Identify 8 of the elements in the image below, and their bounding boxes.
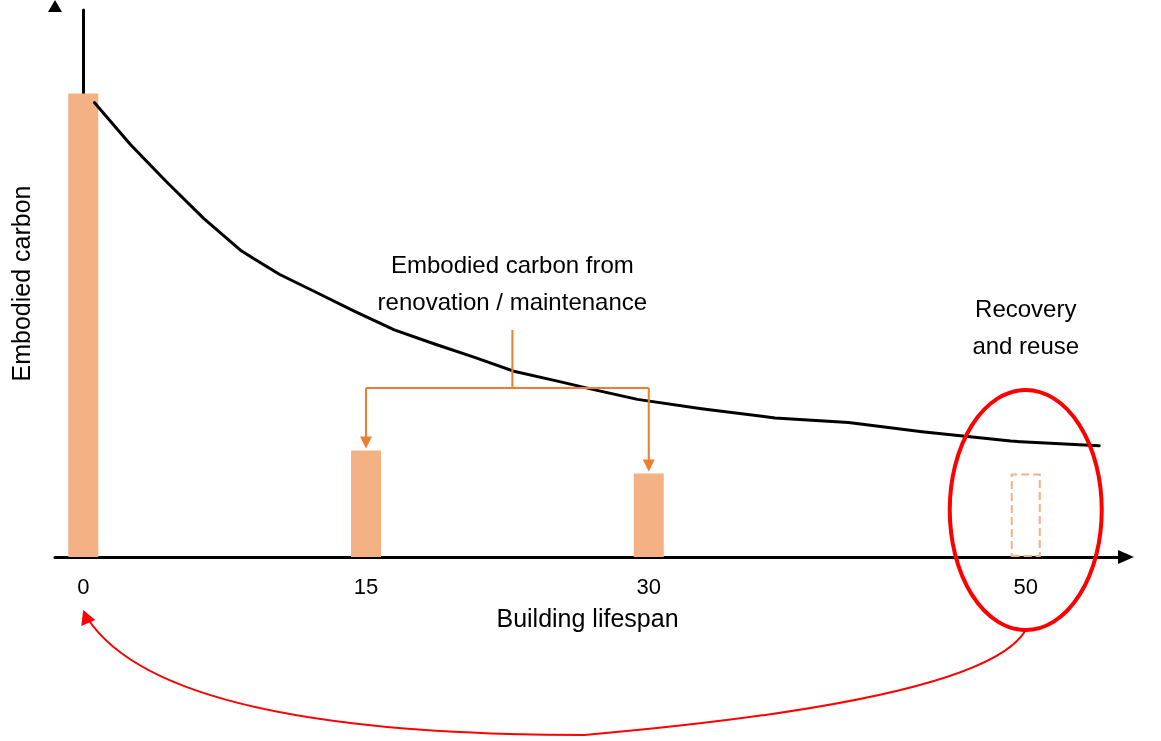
annotation: Embodied carbon from renovation / maintenance — [376, 250, 649, 317]
y-axis-title: Embodied carbon — [6, 185, 35, 382]
x-tick-label: 0 — [77, 573, 90, 599]
x-tick-label: 15 — [353, 573, 379, 599]
x-axis-title: Building lifespan — [496, 603, 679, 632]
annotation: Recovery and reuse — [971, 294, 1081, 361]
x-tick-label: 50 — [1013, 573, 1038, 599]
x-tick-label: 30 — [636, 573, 661, 599]
